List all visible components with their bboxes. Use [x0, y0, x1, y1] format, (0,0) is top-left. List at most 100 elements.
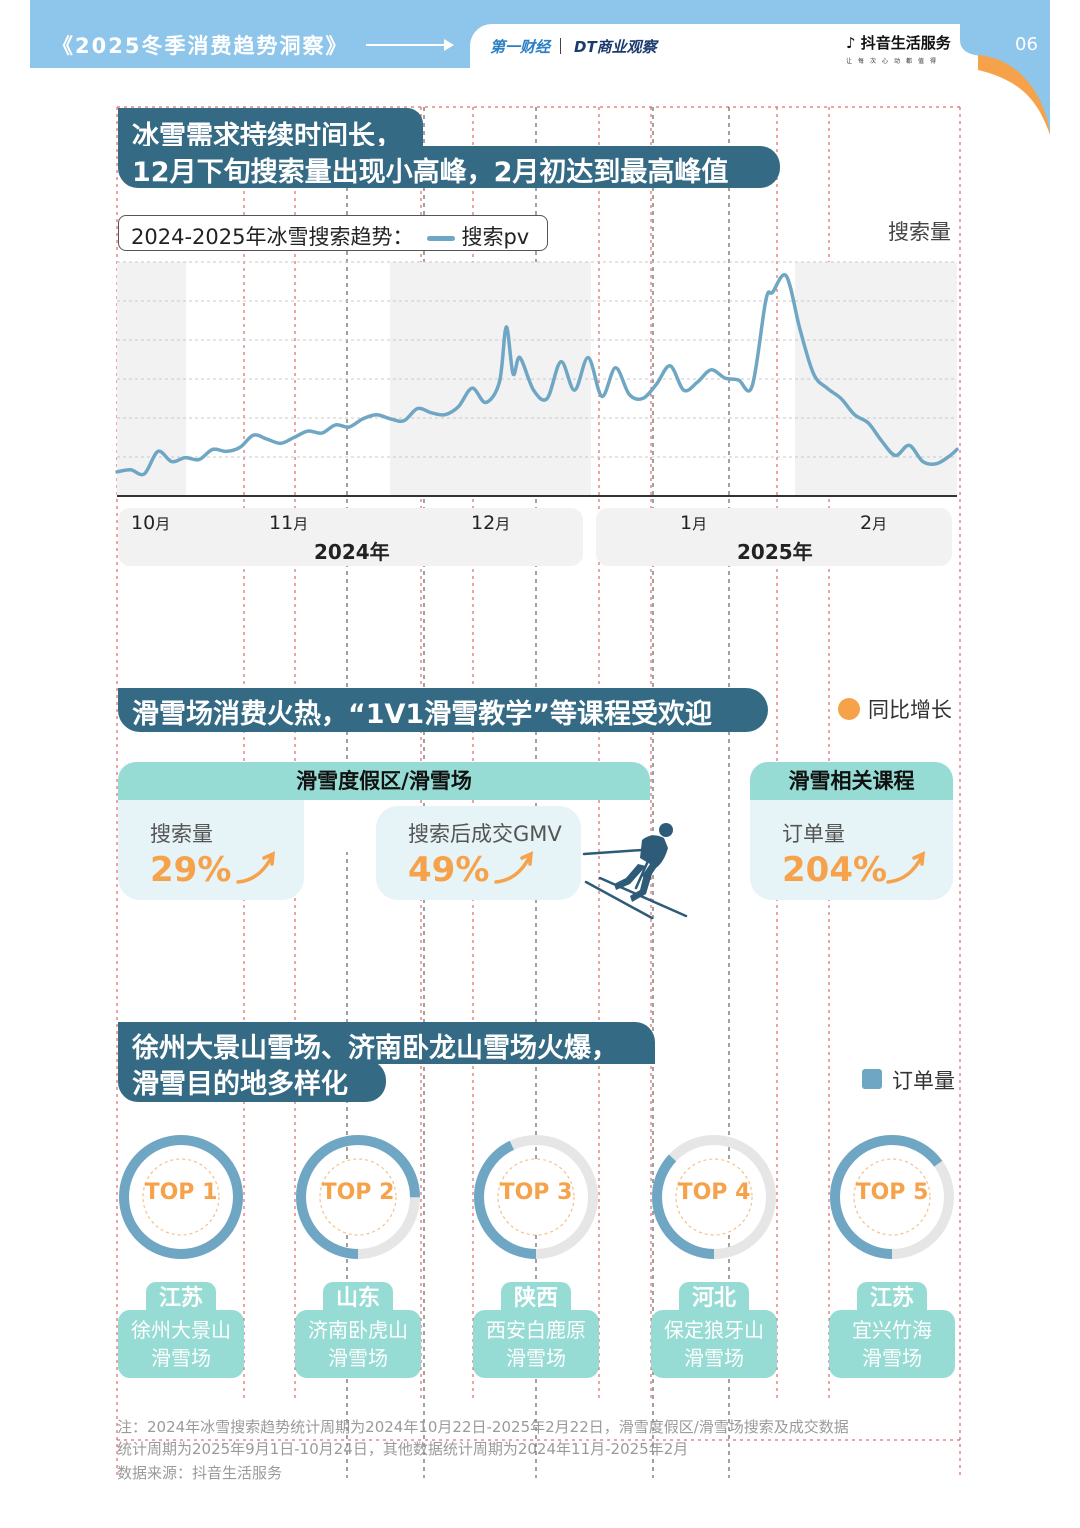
rank-label: TOP 2	[321, 1180, 395, 1205]
order-ring	[119, 1135, 243, 1259]
rank-card-3: TOP 3 陕西 西安白鹿原 滑雪场	[473, 1134, 599, 1380]
destination-name-line2: 滑雪场	[862, 1346, 922, 1370]
x-tick-dec: 12月	[471, 512, 511, 534]
x-tick-nov: 11月	[269, 512, 309, 534]
x-year-2025: 2025年	[737, 540, 813, 564]
yicai-logo: 第一财经	[490, 38, 551, 56]
destination-name: 保定狼牙山 滑雪场	[651, 1310, 777, 1378]
section1-title-line2-box: 12月下旬搜索量出现小高峰，2月初达到最高峰值	[118, 146, 780, 188]
course-group-header: 滑雪相关课程	[750, 762, 953, 800]
rank-card-2: TOP 2 山东 济南卧虎山 滑雪场	[295, 1134, 421, 1380]
legend-title: 2024-2025年冰雪搜索趋势：	[131, 225, 414, 249]
rank-label: TOP 5	[855, 1180, 929, 1205]
legend-series-label: 搜索pv	[461, 225, 530, 249]
y-axis-label: 搜索量	[888, 220, 951, 244]
destination-name-line2: 滑雪场	[506, 1346, 566, 1370]
x-tick-oct: 10月	[131, 512, 171, 534]
rank-card-4: TOP 4 河北 保定狼牙山 滑雪场	[651, 1134, 777, 1380]
report-title: 《2025冬季消费趋势洞察》	[52, 34, 349, 58]
x-tick-jan: 1月	[680, 512, 708, 534]
ring-value-arc	[652, 1135, 776, 1259]
section1-title-line2: 12月下旬搜索量出现小高峰，2月初达到最高峰值	[132, 157, 729, 188]
data-source: 数据来源：抖音生活服务	[117, 1464, 283, 1482]
section2-title-box: 滑雪场消费火热，“1V1滑雪教学”等课程受欢迎	[118, 688, 768, 732]
x-band-2025	[596, 508, 952, 566]
order-ring	[652, 1135, 776, 1259]
stat-label-orders: 订单量	[782, 822, 845, 846]
page-header: 《2025冬季消费趋势洞察》 第一财经 DT商业观察 ♪ 抖音生活服务 让每次心…	[0, 0, 1080, 140]
stat-value-orders: 204%	[782, 850, 888, 890]
logo-divider	[560, 38, 561, 54]
rank-label: TOP 1	[144, 1180, 218, 1205]
x-year-2024: 2024年	[314, 540, 390, 564]
order-ring	[474, 1135, 598, 1259]
trend-up-arrow-icon	[236, 851, 276, 884]
section3-title-line2: 滑雪目的地多样化	[132, 1069, 348, 1100]
skier-icon	[582, 823, 688, 920]
orders-legend-swatch	[862, 1069, 882, 1089]
rank-card-1: TOP 1 江苏 徐州大景山 滑雪场	[118, 1134, 244, 1380]
destination-name-line1: 徐州大景山	[131, 1318, 231, 1342]
stat-label-search: 搜索量	[150, 822, 213, 846]
douyin-slogan: 让每次心动都值得	[846, 58, 943, 65]
destination-name-line1: 宜兴竹海	[852, 1318, 932, 1342]
stat-card-orders	[750, 800, 953, 900]
section3-title-line1: 徐州大景山雪场、济南卧龙山雪场火爆，	[132, 1033, 618, 1064]
ring-inner-dashed	[319, 1158, 397, 1236]
douyin-logo-text: 抖音生活服务	[860, 34, 951, 52]
destination-name: 西安白鹿原 滑雪场	[473, 1310, 599, 1378]
growth-legend-dot	[838, 698, 860, 720]
rank-label: TOP 3	[499, 1180, 573, 1205]
destination-name-line2: 滑雪场	[328, 1346, 388, 1370]
ring-value-arc	[296, 1135, 420, 1259]
destination-name-line1: 保定狼牙山	[664, 1318, 764, 1342]
ring-inner-dashed	[853, 1158, 931, 1236]
destination-name-line2: 滑雪场	[151, 1346, 211, 1370]
section3-title-line2-box: 滑雪目的地多样化	[118, 1060, 386, 1102]
search-trend-chart	[115, 261, 959, 497]
order-ring	[830, 1135, 954, 1259]
chart-legend: 2024-2025年冰雪搜索趋势： 搜索pv	[118, 215, 548, 251]
destination-name-line1: 济南卧虎山	[308, 1318, 408, 1342]
stat-value-search: 29%	[150, 850, 232, 890]
orders-legend-label: 订单量	[892, 1069, 955, 1093]
card-notch	[304, 800, 348, 852]
corner-decoration	[960, 0, 1050, 135]
destination-name-line2: 滑雪场	[684, 1346, 744, 1370]
arrow-right-icon	[366, 39, 454, 51]
trend-up-arrow-icon	[494, 851, 534, 884]
ring-value-arc	[119, 1135, 243, 1259]
destination-name: 宜兴竹海 滑雪场	[829, 1310, 955, 1378]
ring-value-arc	[830, 1135, 954, 1259]
legend-line-swatch	[427, 235, 456, 241]
section3-title-line1-box: 徐州大景山雪场、济南卧龙山雪场火爆，	[118, 1022, 655, 1064]
page-number: 06	[1015, 34, 1038, 55]
footnote-line2: 统计周期为2025年9月1日-10月24日，其他数据统计周期为2024年11月-…	[117, 1440, 689, 1458]
ring-inner-dashed	[675, 1158, 753, 1236]
destination-name: 徐州大景山 滑雪场	[118, 1310, 244, 1378]
douyin-logo: ♪ 抖音生活服务	[846, 34, 951, 52]
x-tick-feb: 2月	[860, 512, 888, 534]
stat-label-gmv: 搜索后成交GMV	[408, 822, 562, 846]
section2-title: 滑雪场消费火热，“1V1滑雪教学”等课程受欢迎	[132, 699, 712, 730]
series-line-search-pv	[115, 273, 959, 477]
ring-value-arc	[474, 1135, 598, 1259]
x-band-2024	[118, 508, 583, 566]
growth-legend-label: 同比增长	[868, 698, 952, 722]
destination-name: 济南卧虎山 滑雪场	[295, 1310, 421, 1378]
trend-up-arrow-icon	[886, 851, 926, 884]
resort-group-header: 滑雪度假区/滑雪场	[118, 762, 650, 800]
stat-card-gmv	[376, 806, 581, 900]
dt-logo: DT商业观察	[574, 38, 657, 56]
footnote-line1: 注：2024年冰雪搜索趋势统计周期为2024年10月22日-2025年2月22日…	[117, 1418, 849, 1436]
stat-card-search	[118, 800, 304, 900]
destination-name-line1: 西安白鹿原	[486, 1318, 586, 1342]
rank-label: TOP 4	[677, 1180, 751, 1205]
ring-inner-dashed	[497, 1158, 575, 1236]
rank-card-5: TOP 5 江苏 宜兴竹海 滑雪场	[829, 1134, 955, 1380]
header-logo-panel	[470, 24, 990, 68]
chart-shade-band-0	[117, 262, 186, 496]
order-ring	[296, 1135, 420, 1259]
ring-inner-dashed	[142, 1158, 220, 1236]
stat-value-gmv: 49%	[408, 850, 490, 890]
